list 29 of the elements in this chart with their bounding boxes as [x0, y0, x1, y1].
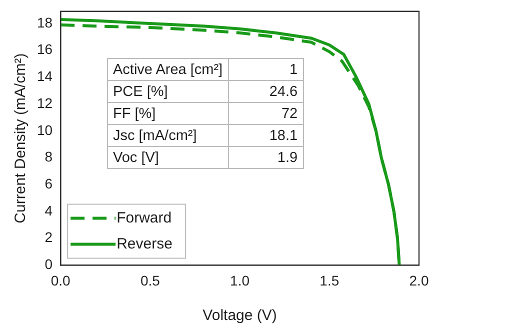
annotation: Jsc [mA/cm²]	[108, 124, 228, 146]
x-tick-label: 2.0	[409, 272, 429, 288]
y-tick-label: 16	[36, 41, 53, 58]
x-tick-label: 1.5	[320, 272, 340, 288]
x-tick-label: 0.0	[50, 272, 71, 288]
annotation: Active Area [cm²]	[108, 58, 228, 80]
legend-label: Forward	[116, 209, 172, 226]
y-tick-label: 18	[36, 14, 53, 30]
y-tick-label: 12	[36, 94, 53, 111]
y-axis-title: Current Density (mA/cm²)	[12, 53, 30, 224]
annotation: FF [%]	[108, 102, 228, 124]
annotation: 1	[228, 58, 304, 80]
x-tick-label: 0.5	[140, 272, 160, 288]
annotation: 72	[228, 102, 304, 124]
x-tick-label: 1.0	[230, 272, 250, 288]
annotation: 18.1	[228, 124, 304, 146]
legend-label: Reverse	[116, 235, 172, 252]
y-tick-label: 2	[44, 229, 53, 246]
y-tick-label: 4	[44, 202, 53, 218]
y-tick-label: 6	[44, 175, 53, 192]
annotation: 1.9	[228, 146, 304, 168]
y-tick-label: 10	[36, 122, 53, 138]
y-tick-label: 14	[36, 68, 53, 84]
annotation: 24.6	[228, 80, 304, 102]
annotation: PCE [%]	[108, 80, 228, 102]
y-tick-label: 0	[44, 256, 53, 272]
annotation: Voc [V]	[108, 146, 228, 168]
y-tick-label: 8	[44, 148, 53, 165]
x-axis-title: Voltage (V)	[202, 307, 277, 324]
